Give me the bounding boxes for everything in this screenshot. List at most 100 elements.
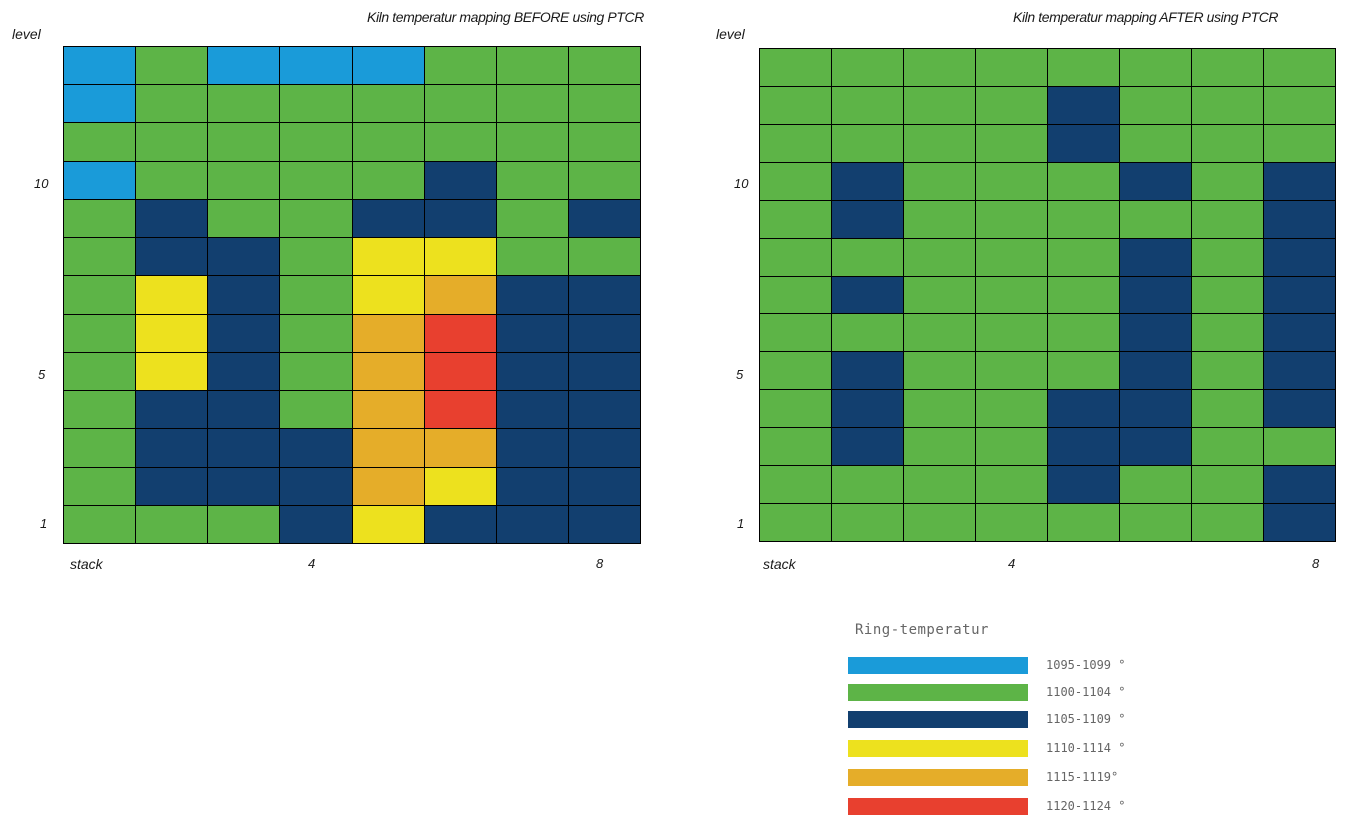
heatmap-cell-level-13-stack-3 [904, 49, 975, 86]
heatmap-cell-level-8-stack-2 [832, 238, 903, 276]
heatmap-cell-level-8-stack-8 [1264, 238, 1335, 276]
heatmap-cell-level-12-stack-2 [136, 85, 208, 123]
heatmap-cell-level-8-stack-1 [760, 238, 831, 276]
heatmap-cell-level-4-stack-5 [1048, 390, 1119, 428]
heatmap-cell-level-3-stack-7 [496, 429, 568, 467]
heatmap-cell-level-3-stack-4 [280, 429, 352, 467]
heatmap-cell-level-9-stack-4 [976, 200, 1047, 238]
heatmap-cell-level-13-stack-8 [1264, 49, 1335, 86]
heatmap-cell-level-10-stack-5 [1048, 162, 1119, 200]
y-tick-5-after: 5 [736, 367, 744, 382]
heatmap-cell-level-7-stack-6 [1120, 276, 1191, 314]
heatmap-cell-level-10-stack-6 [424, 161, 496, 199]
heatmap-cell-level-7-stack-5 [1048, 276, 1119, 314]
heatmap-cell-level-13-stack-7 [496, 47, 568, 85]
legend-swatch [848, 657, 1028, 674]
heatmap-cell-level-8-stack-3 [904, 238, 975, 276]
heatmap-cell-level-11-stack-7 [1192, 124, 1263, 162]
heatmap-cell-level-11-stack-4 [976, 124, 1047, 162]
heatmap-cell-level-2-stack-2 [832, 466, 903, 504]
heatmap-cell-level-7-stack-5 [352, 276, 424, 314]
heatmap-cell-level-6-stack-6 [1120, 314, 1191, 352]
heatmap-cell-level-1-stack-8 [568, 505, 640, 543]
heatmap-cell-level-13-stack-5 [1048, 49, 1119, 86]
heatmap-cell-level-9-stack-7 [496, 199, 568, 238]
heatmap-cell-level-12-stack-5 [352, 85, 424, 123]
legend-swatch [848, 798, 1028, 815]
heatmap-cell-level-11-stack-7 [496, 123, 568, 161]
heatmap-cell-level-9-stack-3 [904, 200, 975, 238]
heatmap-cell-level-12-stack-1 [64, 85, 136, 123]
legend-label: 1115-1119° [1046, 770, 1119, 784]
heatmap-cell-level-12-stack-6 [1120, 86, 1191, 124]
heatmap-cell-level-7-stack-4 [976, 276, 1047, 314]
heatmap-cell-level-9-stack-5 [1048, 200, 1119, 238]
heatmap-cell-level-2-stack-8 [568, 467, 640, 505]
heatmap-cell-level-10-stack-7 [1192, 162, 1263, 200]
heatmap-cell-level-4-stack-1 [760, 390, 831, 428]
heatmap-cell-level-12-stack-6 [424, 85, 496, 123]
heatmap-cell-level-5-stack-2 [832, 352, 903, 390]
heatmap-cell-level-1-stack-4 [280, 505, 352, 543]
heatmap-cell-level-5-stack-4 [280, 352, 352, 391]
heatmap-cell-level-8-stack-4 [976, 238, 1047, 276]
heatmap-cell-level-2-stack-4 [280, 467, 352, 505]
heatmap-cell-level-1-stack-6 [424, 505, 496, 543]
heatmap-cell-level-6-stack-4 [976, 314, 1047, 352]
heatmap-cell-level-10-stack-8 [568, 161, 640, 199]
heatmap-cell-level-4-stack-6 [1120, 390, 1191, 428]
heatmap-cell-level-8-stack-7 [496, 238, 568, 276]
heatmap-cell-level-6-stack-1 [760, 314, 831, 352]
heatmap-cell-level-5-stack-7 [1192, 352, 1263, 390]
x-tick-8-after: 8 [1312, 556, 1320, 571]
heatmap-cell-level-3-stack-8 [568, 429, 640, 467]
heatmap-cell-level-1-stack-3 [208, 505, 280, 543]
heatmap-cell-level-4-stack-8 [568, 391, 640, 429]
heatmap-cell-level-2-stack-3 [208, 467, 280, 505]
heatmap-cell-level-9-stack-5 [352, 199, 424, 238]
heatmap-cell-level-9-stack-6 [1120, 200, 1191, 238]
heatmap-before [63, 46, 641, 544]
heatmap-cell-level-2-stack-5 [352, 467, 424, 505]
heatmap-cell-level-11-stack-6 [1120, 124, 1191, 162]
heatmap-cell-level-2-stack-7 [1192, 466, 1263, 504]
heatmap-cell-level-13-stack-7 [1192, 49, 1263, 86]
heatmap-cell-level-4-stack-2 [832, 390, 903, 428]
heatmap-cell-level-5-stack-8 [1264, 352, 1335, 390]
heatmap-cell-level-11-stack-8 [568, 123, 640, 161]
heatmap-cell-level-4-stack-4 [280, 391, 352, 429]
heatmap-cell-level-9-stack-8 [568, 199, 640, 238]
heatmap-cell-level-10-stack-1 [760, 162, 831, 200]
heatmap-cell-level-5-stack-4 [976, 352, 1047, 390]
heatmap-cell-level-12-stack-8 [568, 85, 640, 123]
heatmap-cell-level-5-stack-2 [136, 352, 208, 391]
heatmap-cell-level-2-stack-1 [760, 466, 831, 504]
y-tick-1-after: 1 [737, 516, 745, 531]
heatmap-cell-level-7-stack-8 [1264, 276, 1335, 314]
heatmap-cell-level-13-stack-2 [832, 49, 903, 86]
heatmap-cell-level-10-stack-3 [208, 161, 280, 199]
y-axis-label-after: level [716, 26, 745, 42]
legend-label: 1120-1124 ° [1046, 799, 1126, 813]
heatmap-cell-level-4-stack-3 [208, 391, 280, 429]
heatmap-cell-level-2-stack-7 [496, 467, 568, 505]
heatmap-cell-level-3-stack-2 [136, 429, 208, 467]
heatmap-cell-level-4-stack-6 [424, 391, 496, 429]
heatmap-cell-level-3-stack-1 [760, 428, 831, 466]
heatmap-cell-level-6-stack-4 [280, 314, 352, 352]
heatmap-cell-level-8-stack-2 [136, 238, 208, 276]
heatmap-cell-level-3-stack-6 [424, 429, 496, 467]
heatmap-cell-level-12-stack-7 [1192, 86, 1263, 124]
legend-swatch [848, 684, 1028, 701]
heatmap-cell-level-7-stack-7 [1192, 276, 1263, 314]
legend-label: 1095-1099 ° [1046, 658, 1126, 672]
heatmap-cell-level-1-stack-4 [976, 504, 1047, 541]
heatmap-cell-level-6-stack-8 [1264, 314, 1335, 352]
heatmap-cell-level-8-stack-1 [64, 238, 136, 276]
heatmap-cell-level-13-stack-8 [568, 47, 640, 85]
heatmap-cell-level-12-stack-5 [1048, 86, 1119, 124]
heatmap-cell-level-8-stack-4 [280, 238, 352, 276]
heatmap-cell-level-8-stack-7 [1192, 238, 1263, 276]
heatmap-cell-level-2-stack-5 [1048, 466, 1119, 504]
heatmap-cell-level-5-stack-1 [760, 352, 831, 390]
